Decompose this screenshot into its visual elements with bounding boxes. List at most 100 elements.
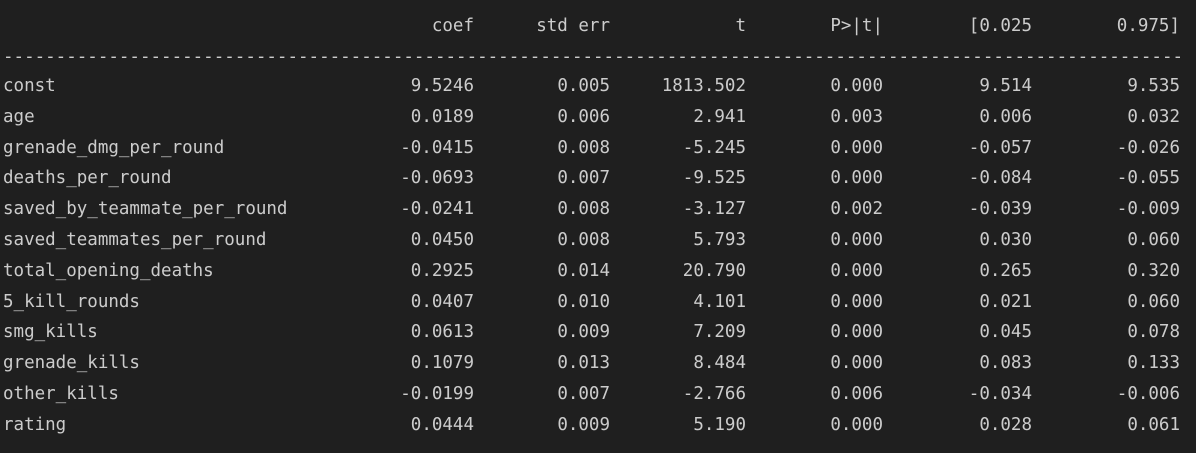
row-coef: -0.0693 <box>400 168 474 189</box>
row-t: -2.766 <box>682 384 746 404</box>
row-std-err: 0.010 <box>557 291 610 312</box>
separator-dashes: ----------------------------------------… <box>3 47 1180 67</box>
row-ci-low: 0.006 <box>979 106 1032 127</box>
row-ci-high: 0.320 <box>1127 260 1180 281</box>
row-coef: 0.1079 <box>410 353 474 374</box>
row-coef: -0.0415 <box>400 137 474 158</box>
row-ci-high: 0.078 <box>1127 322 1180 343</box>
table-row: grenade_kills 0.1079 0.013 8.484 0.000 0.083 0… <box>0 348 1196 379</box>
row-std-err: 0.008 <box>557 137 610 158</box>
row-p-value: 0.003 <box>830 106 883 127</box>
row-ci-high: -0.009 <box>1116 199 1180 220</box>
row-p-value: 0.000 <box>830 230 883 250</box>
row-t: 8.484 <box>693 353 746 374</box>
row-name: saved_teammates_per_round <box>3 230 267 250</box>
row-std-err: 0.005 <box>557 76 610 96</box>
row-ci-low: 0.021 <box>979 291 1032 312</box>
table-row: total_opening_deaths 0.2925 0.014 20.790 0.0… <box>0 256 1196 287</box>
row-p-value: 0.000 <box>830 260 883 281</box>
row-std-err: 0.008 <box>557 230 610 250</box>
header-ci-low: [0.025 <box>968 16 1032 36</box>
row-ci-low: 9.514 <box>979 76 1032 96</box>
row-ci-low: 0.045 <box>979 322 1032 343</box>
row-ci-high: 0.060 <box>1127 291 1180 312</box>
header-p-value: P>|t| <box>830 16 883 36</box>
row-t: -9.525 <box>682 168 746 189</box>
row-name: saved_by_teammate_per_round <box>3 199 288 220</box>
row-name: rating <box>3 414 67 435</box>
row-t: 5.793 <box>693 230 746 250</box>
row-t: 2.941 <box>693 106 746 127</box>
row-coef: -0.0241 <box>400 199 474 220</box>
table-row: smg_kills 0.0613 0.009 7.209 0.000 0.045 0.078 <box>0 317 1196 348</box>
row-std-err: 0.008 <box>557 199 610 220</box>
row-ci-low: -0.034 <box>968 384 1032 404</box>
row-p-value: 0.002 <box>830 199 883 220</box>
row-std-err: 0.006 <box>557 106 610 127</box>
row-ci-low: 0.265 <box>979 260 1032 281</box>
row-coef: 0.0613 <box>410 322 474 343</box>
header-ci-high: 0.975] <box>1116 16 1180 36</box>
row-name: grenade_dmg_per_round <box>3 137 225 158</box>
row-name: total_opening_deaths <box>3 260 214 281</box>
row-ci-low: -0.039 <box>968 199 1032 220</box>
row-t: 7.209 <box>693 322 746 343</box>
row-coef: 0.0450 <box>410 230 474 250</box>
row-coef: 9.5246 <box>410 76 474 96</box>
row-name: 5_kill_rounds <box>3 291 140 312</box>
row-ci-high: -0.026 <box>1116 137 1180 158</box>
row-ci-high: 0.061 <box>1127 414 1180 435</box>
row-coef: 0.2925 <box>410 260 474 281</box>
row-ci-low: -0.084 <box>968 168 1032 189</box>
row-ci-low: 0.030 <box>979 230 1032 250</box>
row-name: grenade_kills <box>3 353 140 374</box>
row-std-err: 0.014 <box>557 260 610 281</box>
row-ci-high: 0.032 <box>1127 106 1180 127</box>
row-std-err: 0.007 <box>557 384 610 404</box>
row-ci-low: -0.057 <box>968 137 1032 158</box>
row-ci-high: -0.006 <box>1116 384 1180 404</box>
table-row: deaths_per_round -0.0693 0.007 -9.525 0.000 -… <box>0 163 1196 194</box>
row-p-value: 0.000 <box>830 168 883 189</box>
header-std-err: std err <box>536 16 610 36</box>
table-row: grenade_dmg_per_round -0.0415 0.008 -5.245 0… <box>0 133 1196 164</box>
table-row: 5_kill_rounds 0.0407 0.010 4.101 0.000 0.021 0… <box>0 287 1196 318</box>
row-t: 5.190 <box>693 414 746 435</box>
row-p-value: 0.000 <box>830 137 883 158</box>
row-name: const <box>3 76 56 96</box>
row-p-value: 0.000 <box>830 322 883 343</box>
table-row: saved_by_teammate_per_round -0.0241 0.008 -… <box>0 194 1196 225</box>
table-row: other_kills -0.0199 0.007 -2.766 0.006 -0.034… <box>0 379 1196 410</box>
row-std-err: 0.009 <box>557 322 610 343</box>
row-coef: 0.0407 <box>410 291 474 312</box>
header-coef: coef <box>431 16 474 36</box>
row-p-value: 0.000 <box>830 76 883 96</box>
separator-line: ----------------------------------------… <box>0 42 1196 73</box>
table-header: coef std err t P>|t| [0.025 0.975] <box>0 11 1196 42</box>
row-t: 1813.502 <box>661 76 746 96</box>
row-t: 4.101 <box>693 291 746 312</box>
table-row: const 9.5246 0.005 1813.502 0.000 9.514 9.535 <box>0 71 1196 102</box>
row-name: other_kills <box>3 384 119 404</box>
row-ci-high: 0.060 <box>1127 230 1180 250</box>
row-t: -3.127 <box>682 199 746 220</box>
row-name: age <box>3 106 35 127</box>
row-coef: -0.0199 <box>400 384 474 404</box>
row-std-err: 0.007 <box>557 168 610 189</box>
row-coef: 0.0444 <box>410 414 474 435</box>
row-name: smg_kills <box>3 322 98 343</box>
table-row: saved_teammates_per_round 0.0450 0.008 5.79… <box>0 225 1196 256</box>
row-ci-high: -0.055 <box>1116 168 1180 189</box>
table-row: age 0.0189 0.006 2.941 0.003 0.006 0.032 <box>0 102 1196 133</box>
row-ci-low: 0.028 <box>979 414 1032 435</box>
row-p-value: 0.000 <box>830 291 883 312</box>
row-std-err: 0.009 <box>557 414 610 435</box>
row-std-err: 0.013 <box>557 353 610 374</box>
row-p-value: 0.000 <box>830 414 883 435</box>
header-t: t <box>735 16 746 36</box>
row-p-value: 0.000 <box>830 353 883 374</box>
row-coef: 0.0189 <box>410 106 474 127</box>
row-t: 20.790 <box>682 260 746 281</box>
table-row: rating 0.0444 0.009 5.190 0.000 0.028 0.061 <box>0 410 1196 441</box>
